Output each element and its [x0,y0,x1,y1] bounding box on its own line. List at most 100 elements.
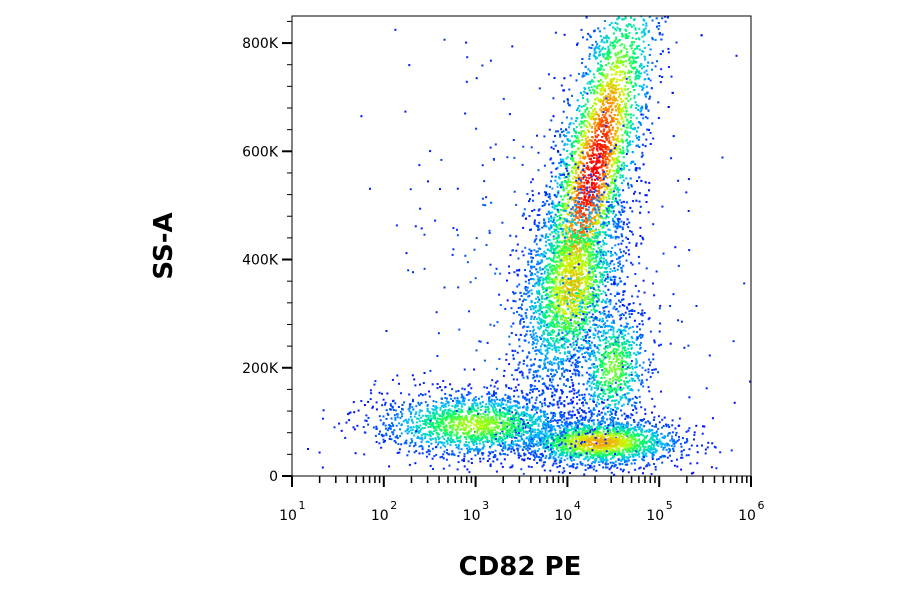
event-dot [603,182,606,185]
event-dot [562,260,565,263]
event-dot [548,244,551,247]
event-dot [556,362,559,365]
event-dot [562,278,565,281]
event-dot [557,210,560,213]
event-dot [626,51,629,54]
event-dot [580,126,583,129]
event-dot [615,123,618,126]
event-dot [597,80,600,82]
event-dot [589,255,592,258]
event-dot [572,185,575,188]
event-dot [522,360,525,362]
event-dot [588,139,591,142]
event-dot [552,281,555,283]
event-dot [581,162,584,165]
event-dot [599,206,602,209]
event-dot [528,215,531,217]
event-dot [545,184,548,187]
event-dot [553,317,556,320]
event-dot [622,18,625,21]
event-dot [606,164,609,167]
event-dot [544,397,546,400]
event-dot [631,85,634,88]
event-dot [625,246,628,249]
event-dot [601,212,604,215]
event-dot [635,169,638,172]
event-dot [577,282,580,285]
event-dot [610,82,613,84]
event-dot [585,257,588,260]
event-dot [572,157,575,160]
event-dot [640,179,643,182]
event-dot [561,314,564,317]
event-dot [575,117,578,119]
event-dot [584,109,587,112]
event-dot [615,88,618,91]
event-dot [601,178,604,181]
event-dot [587,214,590,217]
event-dot [514,431,517,434]
event-dot [567,201,570,204]
event-dot [631,210,634,213]
event-dot [609,277,612,280]
event-dot [584,186,587,189]
event-dot [627,94,630,97]
event-dot [614,106,617,109]
event-dot [575,295,578,298]
event-dot [580,171,582,174]
event-dot [583,124,586,127]
event-dot [579,182,582,185]
event-dot [586,153,589,156]
event-dot [589,204,592,207]
event-dot [604,172,607,175]
event-dot [604,90,607,93]
event-dot [571,281,574,284]
event-dot [621,304,624,306]
event-dot [598,271,601,274]
event-dot [607,45,610,48]
event-dot [576,336,579,338]
event-dot [635,75,638,78]
event-dot [553,279,556,281]
event-dot [627,35,630,38]
event-dot [602,196,605,199]
event-dot [589,305,592,308]
event-dot [623,166,625,169]
event-dot [551,325,554,328]
event-dot [631,66,634,69]
event-dot [601,334,603,337]
event-dot [630,70,633,73]
event-dot [635,45,638,48]
event-dot [532,373,535,376]
event-dot [601,102,604,105]
event-dot [621,226,624,229]
event-dot [596,135,599,138]
event-dot [587,296,590,298]
event-dot [583,142,586,145]
event-dot [586,306,589,309]
event-dot [595,154,598,157]
event-dot [560,184,563,187]
event-dot [586,301,589,304]
event-dot [569,122,572,125]
event-dot [588,292,591,295]
event-dot [629,143,632,146]
event-dot [510,466,513,469]
event-dot [626,118,629,121]
event-dot [629,23,632,26]
event-dot [588,311,591,314]
event-dot [582,120,585,123]
event-dot [530,267,533,270]
event-dot [606,122,609,125]
event-dot [630,162,633,165]
event-dot [602,46,604,49]
event-dot [608,184,611,187]
event-dot [603,98,606,100]
event-dot [542,254,545,257]
event-dot [629,44,632,47]
event-dot [591,152,594,155]
event-dot [578,305,581,308]
event-dot [597,219,600,221]
event-dot [593,118,595,120]
event-dot [546,352,549,355]
